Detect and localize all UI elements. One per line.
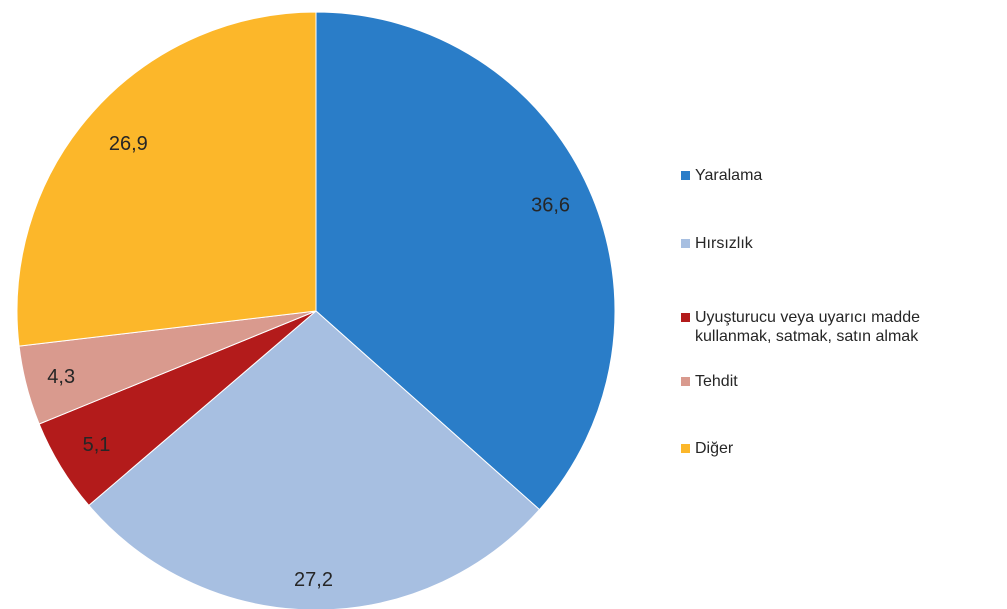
legend-label: Uyuşturucu veya uyarıcı madde kullanmak,… — [695, 309, 920, 345]
legend-item-yaralama: Yaralama — [681, 166, 762, 185]
legend-item-uyusturucu: Uyuşturucu veya uyarıcı madde kullanmak,… — [681, 308, 920, 346]
legend-label: Tehdit — [695, 373, 738, 390]
legend-swatch — [681, 239, 690, 248]
data-label-yaralama: 36,6 — [531, 195, 570, 217]
data-label-uyusturucu: 5,1 — [83, 434, 111, 456]
legend-label: Hırsızlık — [695, 235, 753, 252]
legend-swatch — [681, 377, 690, 386]
pie-chart: 36,6 27,2 5,1 4,3 26,9 — [16, 11, 616, 609]
legend-item-diger: Diğer — [681, 439, 733, 458]
data-label-hirsizlik: 27,2 — [294, 569, 333, 591]
pie-slice-diger — [16, 11, 317, 347]
legend-item-tehdit: Tehdit — [681, 372, 738, 391]
legend: Yaralama Hırsızlık Uyuşturucu veya uyarı… — [681, 0, 1007, 609]
legend-item-hirsizlik: Hırsızlık — [681, 234, 753, 253]
data-label-diger: 26,9 — [109, 133, 148, 155]
pie-slice-hirsizlik — [88, 310, 541, 609]
legend-label: Diğer — [695, 440, 734, 457]
pie-slice-yaralama — [315, 11, 616, 511]
legend-swatch — [681, 444, 690, 453]
legend-label: Yaralama — [695, 167, 763, 184]
data-label-tehdit: 4,3 — [47, 366, 75, 388]
legend-swatch — [681, 313, 690, 322]
legend-swatch — [681, 171, 690, 180]
